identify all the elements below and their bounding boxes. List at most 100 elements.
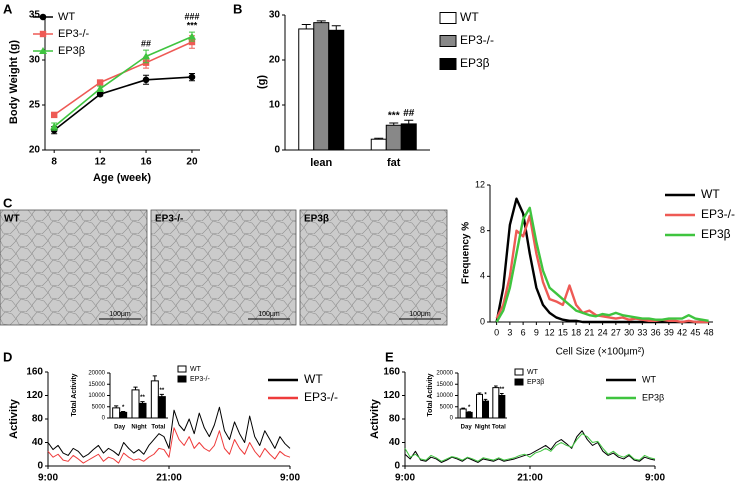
x-tick-label: 33 xyxy=(637,327,647,337)
y-tick-label: 20 xyxy=(29,145,41,156)
y-tick-label: 0 xyxy=(37,461,43,472)
legend-label: EP3β xyxy=(701,227,731,241)
x-axis-title: Age (week) xyxy=(93,172,151,184)
scale-bar-label: 100μm xyxy=(258,311,280,318)
bar xyxy=(400,123,417,151)
marker xyxy=(39,13,47,21)
micrograph xyxy=(0,209,148,326)
marker xyxy=(142,52,151,60)
bar xyxy=(298,28,315,151)
y-tick-label: 10000 xyxy=(436,393,453,399)
y-axis-title: Frequency % xyxy=(461,222,472,284)
marker xyxy=(50,122,59,130)
bar xyxy=(119,411,128,419)
y-tick-label: 0 xyxy=(480,316,485,326)
x-tick-label: lean xyxy=(310,157,332,169)
y-tick-label: 5000 xyxy=(440,404,454,410)
significance-label: *** xyxy=(388,111,400,122)
legend-label: EP3β xyxy=(642,392,664,402)
bar xyxy=(465,411,473,419)
legend-label: WT xyxy=(304,372,323,386)
marker xyxy=(188,73,196,81)
scale-bar-label: 100μm xyxy=(409,311,431,318)
legend-swatch xyxy=(514,378,524,386)
y-axis-title: Activity xyxy=(369,398,381,439)
y-tick-label: 20000 xyxy=(88,371,105,377)
legend-swatch xyxy=(177,375,187,383)
y-tick-label: 12 xyxy=(475,179,485,189)
significance-label: ** xyxy=(159,388,164,394)
x-tick-label: 18 xyxy=(571,327,581,337)
legend-label: EP3-/- xyxy=(190,376,211,383)
x-tick-label: 45 xyxy=(690,327,700,337)
y-axis-title: (g) xyxy=(256,75,268,89)
x-tick-label: 30 xyxy=(624,327,634,337)
y-tick-label: 30 xyxy=(269,10,281,21)
marker xyxy=(96,84,105,92)
x-tick-label: 9:00 xyxy=(38,473,58,484)
x-tick-label: 9 xyxy=(534,327,539,337)
y-axis-title: Activity xyxy=(8,398,20,439)
x-tick-label: 3 xyxy=(507,327,512,337)
legend-label: EP3-/- xyxy=(701,207,735,221)
series-line xyxy=(495,214,709,324)
series-line xyxy=(404,430,656,463)
series-line xyxy=(495,206,709,323)
bar xyxy=(131,389,140,419)
bar xyxy=(150,380,159,419)
series-line xyxy=(47,427,291,464)
y-tick-label: 0 xyxy=(274,145,280,156)
legend-label: WT xyxy=(460,10,479,24)
marker xyxy=(187,32,196,40)
image-label: EP3-/- xyxy=(155,214,183,225)
micrograph xyxy=(150,209,297,326)
error-bar xyxy=(331,25,341,31)
bar xyxy=(328,29,345,151)
y-tick-label: 120 xyxy=(26,390,43,401)
y-tick-label: 4 xyxy=(480,271,485,281)
bar xyxy=(157,396,166,419)
legend-label: WT xyxy=(642,374,656,384)
x-tick-label: 0 xyxy=(494,327,499,337)
x-tick-label: 9:00 xyxy=(645,473,665,484)
legend-swatch xyxy=(177,365,187,373)
x-tick-label: Day xyxy=(114,425,126,431)
legend-label: WT xyxy=(58,11,75,23)
error-bar xyxy=(301,23,311,29)
y-tick-label: 25 xyxy=(29,100,41,111)
legend-swatch xyxy=(439,58,457,70)
significance-label: ## xyxy=(141,38,151,48)
marker xyxy=(96,90,104,98)
x-tick-label: 9:00 xyxy=(280,473,300,484)
x-tick-label: 9:00 xyxy=(395,473,415,484)
x-tick-label: 21:00 xyxy=(156,473,182,484)
y-tick-label: 80 xyxy=(32,414,44,425)
x-tick-label: Night xyxy=(475,425,490,431)
y-axis-title: Total Activity xyxy=(71,373,78,416)
marker xyxy=(96,79,104,86)
y-tick-label: 80 xyxy=(389,414,401,425)
x-tick-label: 39 xyxy=(664,327,674,337)
series-line xyxy=(53,76,193,131)
x-axis-title: Cell Size (×100μm²) xyxy=(556,347,645,358)
y-tick-label: 0 xyxy=(394,461,400,472)
x-tick-label: 21:00 xyxy=(517,473,543,484)
y-tick-label: 35 xyxy=(29,10,41,21)
series-line xyxy=(404,433,656,462)
marker xyxy=(50,111,58,119)
y-tick-label: 30 xyxy=(29,55,41,66)
x-tick-label: 12 xyxy=(545,327,555,337)
panel-label: E xyxy=(385,349,394,364)
error-bar xyxy=(404,119,414,124)
y-tick-label: 20 xyxy=(269,55,281,66)
x-tick-label: 24 xyxy=(598,327,608,337)
legend-swatch xyxy=(439,12,457,24)
legend-label: EP3β xyxy=(58,45,85,57)
legend-label: EP3-/- xyxy=(460,33,494,47)
x-tick-label: Total xyxy=(151,425,165,431)
x-tick-label: 12 xyxy=(95,157,107,168)
legend-label: WT xyxy=(190,366,202,373)
x-tick-label: 8 xyxy=(51,157,57,168)
x-tick-label: Night xyxy=(131,425,146,431)
legend-label: EP3-/- xyxy=(304,390,338,404)
